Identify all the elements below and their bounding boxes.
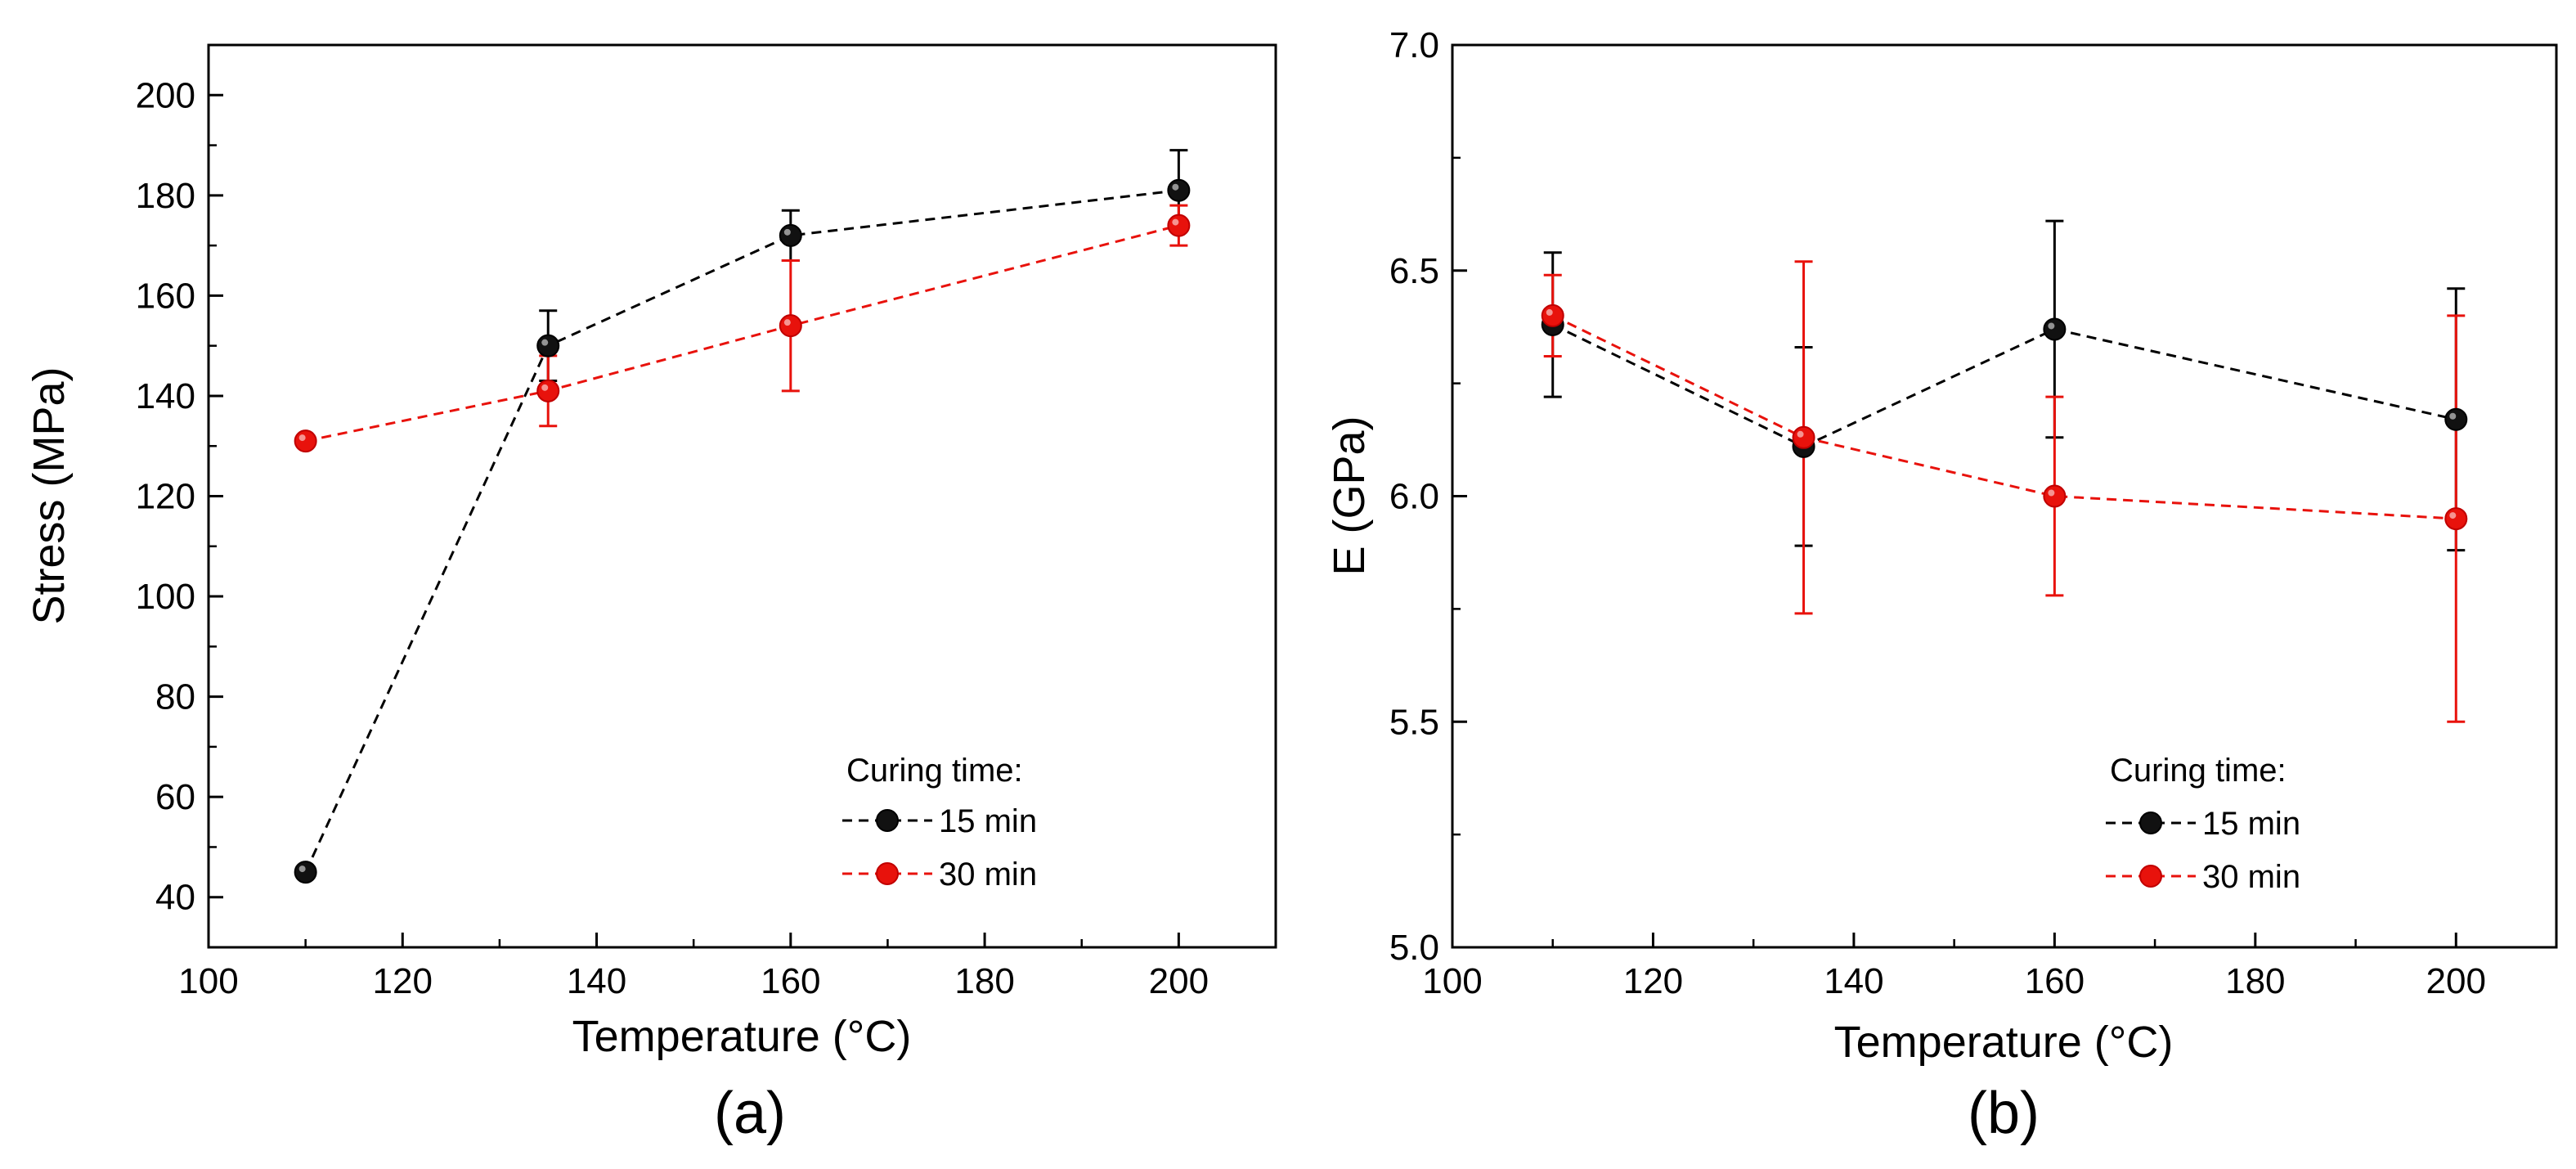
y-tick-label-a: 140 bbox=[136, 376, 195, 416]
y-tick-label-a: 120 bbox=[136, 477, 195, 517]
data-point-15min-a bbox=[536, 334, 560, 357]
x-tick-label-b: 120 bbox=[1623, 961, 1683, 1001]
legend-title-b: Curing time: bbox=[2110, 753, 2287, 789]
plot-frame-a bbox=[207, 43, 1277, 949]
y-tick-label-a: 40 bbox=[155, 878, 195, 918]
x-tick-label-b: 180 bbox=[2225, 961, 2285, 1001]
y-tick-label-a: 180 bbox=[136, 176, 195, 216]
data-point-highlight-15min-a bbox=[783, 228, 791, 236]
y-tick-label-b: 5.5 bbox=[1389, 702, 1439, 742]
series-line-30min-b bbox=[1552, 314, 2457, 520]
data-point-30min-a bbox=[779, 314, 802, 338]
legend-title-a: Curing time: bbox=[846, 753, 1023, 789]
errorbar-layer-b bbox=[1543, 219, 2466, 723]
data-point-30min-a bbox=[294, 429, 317, 453]
data-point-30min-b bbox=[2043, 484, 2067, 508]
data-point-15min-a bbox=[779, 223, 802, 247]
chart-panel-b: 100 120 140 160 180 200 5.0 5.5 6.0 6.5 7.0 Temper… bbox=[1325, 25, 2558, 1146]
x-tick-label-b: 100 bbox=[1422, 961, 1482, 1001]
x-tick-label-a: 100 bbox=[178, 961, 238, 1001]
data-point-30min-b bbox=[1792, 425, 1815, 449]
data-point-highlight-30min-b bbox=[1797, 430, 1804, 438]
data-point-highlight-15min-a bbox=[298, 866, 306, 873]
data-point-highlight-30min-a bbox=[298, 434, 306, 442]
plot-frame-b bbox=[1451, 43, 2558, 949]
data-point-highlight-15min-a bbox=[541, 339, 549, 346]
series-line-layer-a bbox=[304, 189, 1179, 873]
x-axis-label-a: Temperature (°C) bbox=[572, 1012, 912, 1061]
data-point-15min-b bbox=[2043, 317, 2067, 341]
data-point-30min-b bbox=[2444, 507, 2468, 531]
chart-panel-a: 100 120 140 160 180 200 40 60 80 100 120 140 160 180 2… bbox=[25, 43, 1277, 1146]
y-tick-label-a: 160 bbox=[136, 276, 195, 316]
legend-marker-30min-a bbox=[876, 862, 899, 885]
x-axis-label-b: Temperature (°C) bbox=[1834, 1018, 2174, 1067]
legend-marker-15min-a bbox=[876, 809, 899, 832]
series-line-15min-b bbox=[1552, 323, 2457, 448]
data-point-highlight-30min-a bbox=[783, 319, 791, 326]
data-point-30min-a bbox=[1167, 214, 1191, 237]
y-axis-label-a: Stress (MPa) bbox=[25, 366, 74, 624]
legend-label-30min-a: 30 min bbox=[939, 857, 1037, 892]
y-tick-label-b: 6.0 bbox=[1389, 477, 1439, 517]
legend-marker-15min-b bbox=[2139, 812, 2162, 834]
data-point-highlight-30min-b bbox=[2048, 489, 2055, 497]
y-tick-label-b: 5.0 bbox=[1389, 928, 1439, 968]
legend-label-30min-b: 30 min bbox=[2202, 859, 2300, 895]
data-point-15min-a bbox=[1167, 178, 1191, 202]
x-tick-label-a: 140 bbox=[567, 961, 626, 1001]
tick-layer-b: 100 120 140 160 180 200 5.0 5.5 6.0 6.5 7.0 bbox=[1389, 25, 2486, 1001]
x-tick-label-b: 200 bbox=[2426, 961, 2486, 1001]
data-point-15min-b bbox=[2444, 407, 2468, 431]
tick-layer-a: 100 120 140 160 180 200 40 60 80 100 120 140 160 180 2… bbox=[136, 75, 1209, 1001]
data-point-highlight-30min-b bbox=[1546, 308, 1553, 316]
x-tick-label-b: 140 bbox=[1824, 961, 1883, 1001]
data-point-15min-a bbox=[294, 861, 317, 884]
series-line-15min-a bbox=[304, 189, 1179, 873]
data-point-highlight-30min-a bbox=[1172, 218, 1179, 226]
y-tick-label-b: 7.0 bbox=[1389, 25, 1439, 65]
data-point-30min-a bbox=[536, 379, 560, 402]
x-tick-label-a: 200 bbox=[1149, 961, 1209, 1001]
y-axis-label-b: E (GPa) bbox=[1325, 416, 1374, 575]
data-point-highlight-15min-b bbox=[2449, 412, 2457, 420]
x-tick-label-a: 160 bbox=[761, 961, 820, 1001]
legend-label-15min-a: 15 min bbox=[939, 803, 1037, 839]
data-point-highlight-30min-a bbox=[541, 384, 549, 391]
y-tick-label-a: 200 bbox=[136, 75, 195, 115]
y-tick-label-b: 6.5 bbox=[1389, 251, 1439, 291]
y-tick-label-a: 80 bbox=[155, 677, 195, 717]
legend-b: Curing time: 15 min 30 min bbox=[2106, 753, 2300, 895]
data-point-highlight-15min-a bbox=[1172, 183, 1179, 191]
legend-a: Curing time: 15 min 30 min bbox=[842, 753, 1037, 892]
x-tick-label-b: 160 bbox=[2025, 961, 2085, 1001]
point-layer-a bbox=[294, 178, 1191, 884]
panel-label-b: (b) bbox=[1968, 1081, 2040, 1146]
x-tick-label-a: 180 bbox=[954, 961, 1014, 1001]
series-line-layer-b bbox=[1552, 314, 2457, 520]
y-tick-label-a: 60 bbox=[155, 777, 195, 817]
legend-marker-30min-b bbox=[2139, 865, 2162, 888]
errorbar-layer-a bbox=[539, 149, 1188, 428]
legend-label-15min-b: 15 min bbox=[2202, 806, 2300, 842]
data-point-30min-b bbox=[1541, 303, 1564, 327]
panel-label-a: (a) bbox=[714, 1081, 786, 1146]
y-tick-label-a: 100 bbox=[136, 577, 195, 617]
data-point-highlight-15min-b bbox=[2048, 322, 2055, 330]
x-tick-label-a: 120 bbox=[373, 961, 433, 1001]
series-line-30min-a bbox=[305, 224, 1179, 443]
data-point-highlight-30min-b bbox=[2449, 512, 2457, 519]
point-layer-b bbox=[1541, 303, 2468, 531]
